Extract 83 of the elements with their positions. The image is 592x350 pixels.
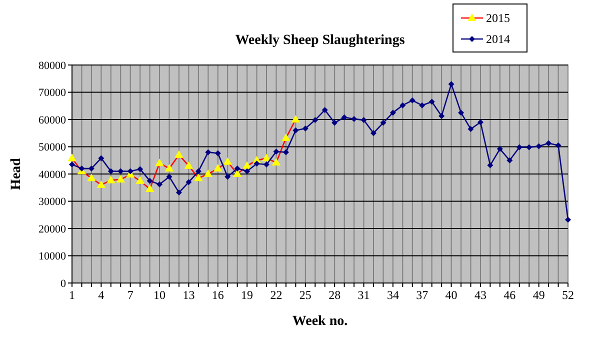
- point: [166, 174, 172, 180]
- point: [322, 106, 328, 113]
- point: [438, 112, 445, 119]
- x-tick-label: 37: [416, 288, 428, 302]
- x-tick-label: 25: [299, 288, 312, 302]
- point: [69, 161, 75, 168]
- point: [205, 149, 212, 156]
- point: [156, 181, 163, 188]
- point: [428, 98, 435, 105]
- point: [254, 160, 260, 167]
- point: [302, 125, 308, 132]
- point: [555, 142, 562, 148]
- point: [264, 161, 270, 168]
- point: [186, 179, 192, 186]
- y-tick-label: 80000: [38, 60, 66, 72]
- point: [137, 166, 144, 172]
- point: [370, 130, 376, 136]
- point: [292, 127, 299, 134]
- x-tick-label: 1: [69, 288, 75, 302]
- point: [496, 146, 503, 152]
- x-tick-label: 28: [328, 288, 341, 302]
- point: [516, 144, 522, 150]
- y-tick-label: 60000: [38, 114, 66, 126]
- point: [400, 102, 406, 108]
- x-tick-label: 22: [270, 288, 282, 302]
- point: [419, 102, 426, 108]
- point: [536, 143, 542, 150]
- point: [282, 149, 289, 156]
- point: [506, 157, 513, 164]
- x-tick-label: 46: [504, 288, 516, 302]
- x-tick-label: 49: [532, 288, 545, 302]
- point: [176, 190, 182, 196]
- x-tick-label: 4: [98, 288, 104, 302]
- point: [390, 110, 396, 116]
- y-tick-label: 10000: [38, 250, 66, 263]
- point: [458, 110, 464, 116]
- point: [127, 168, 134, 174]
- y-tick-label: 30000: [38, 196, 66, 208]
- point: [214, 150, 221, 156]
- legend-label: 2015: [486, 11, 510, 26]
- x-tick-label: 7: [127, 288, 134, 302]
- point: [146, 178, 153, 184]
- y-tick-label: 40000: [38, 168, 66, 181]
- point: [526, 144, 532, 150]
- x-tick-label: 13: [182, 288, 195, 302]
- point: [341, 114, 348, 120]
- point: [487, 162, 494, 168]
- x-tick-label: 19: [241, 288, 254, 302]
- point: [224, 174, 231, 180]
- point: [360, 117, 367, 124]
- point: [565, 216, 571, 223]
- y-tick-label: 50000: [38, 142, 66, 154]
- x-tick-label: 16: [212, 288, 224, 302]
- point: [108, 168, 114, 174]
- chart-title: Weekly Sheep Slaughterings: [235, 33, 406, 48]
- point: [244, 168, 250, 174]
- point: [273, 148, 280, 155]
- point: [477, 119, 484, 126]
- x-tick-label: 40: [445, 288, 458, 302]
- point: [409, 97, 416, 104]
- point: [380, 120, 386, 126]
- point: [448, 81, 454, 88]
- x-tick-label: 10: [154, 288, 166, 302]
- x-tick-label: 34: [386, 288, 399, 302]
- y-tick-label: 20000: [38, 223, 66, 236]
- point: [98, 155, 104, 162]
- point: [312, 117, 318, 124]
- y-tick-label: 70000: [38, 87, 66, 100]
- point: [351, 116, 358, 122]
- x-tick-label: 52: [562, 288, 574, 302]
- x-tick-label: 43: [474, 288, 486, 302]
- point: [546, 140, 552, 146]
- point: [78, 166, 85, 172]
- legend-label: 2014: [486, 32, 510, 46]
- point: [468, 126, 474, 132]
- point: [195, 168, 202, 174]
- x-axis-title: Week no.: [292, 314, 348, 329]
- point: [118, 168, 124, 174]
- point: [332, 120, 338, 126]
- y-axis-title: Head: [9, 158, 24, 190]
- x-tick-label: 31: [358, 288, 370, 302]
- point: [234, 166, 240, 172]
- y-tick-label: 0: [60, 278, 66, 290]
